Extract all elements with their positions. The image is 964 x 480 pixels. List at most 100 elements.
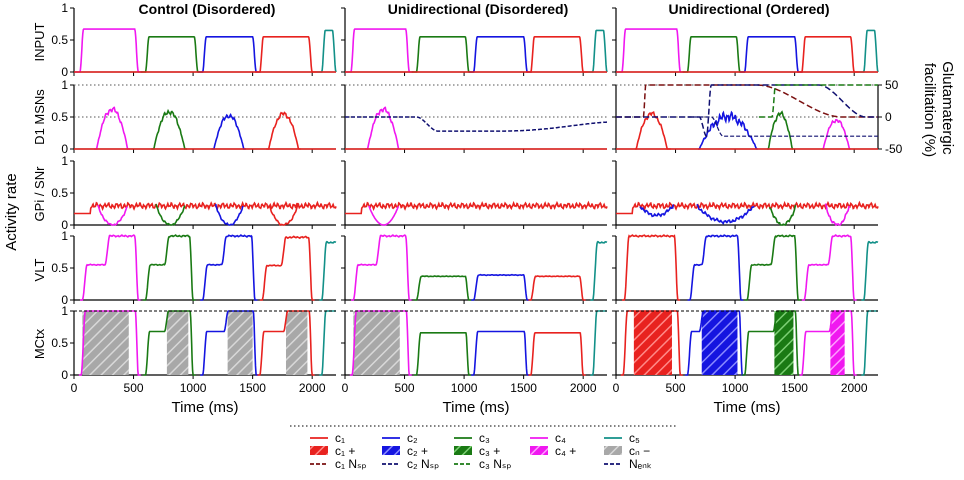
- input-c3-line: [682, 36, 745, 73]
- legend-label: c₄: [555, 431, 566, 445]
- input-c3-line: [140, 36, 203, 73]
- x-tick-label: 1500: [239, 381, 266, 395]
- legend-label: c₂ +: [407, 444, 428, 458]
- legend-label: c₅: [629, 431, 640, 445]
- msn-c2-line: [211, 112, 246, 150]
- x-tick-label: 0: [613, 381, 620, 395]
- x-tick-label: 500: [395, 381, 415, 395]
- enk-dashed-line: [345, 116, 607, 132]
- mctx-hatch-gray: [285, 311, 308, 375]
- y2-axis-label-line1: Glutamatergic: [939, 61, 956, 155]
- legend-swatch-hatch: [530, 446, 548, 455]
- y2-tick-label: 0: [885, 110, 892, 124]
- input-c5-line: [587, 29, 608, 73]
- legend-swatch-hatch: [604, 446, 622, 455]
- x-tick-label: 2000: [299, 381, 326, 395]
- mctx-hatch-c4: [830, 311, 845, 375]
- x-axis-label: Time (ms): [172, 399, 239, 416]
- x-tick-label: 1000: [180, 381, 207, 395]
- legend-label: c₄ +: [555, 444, 576, 458]
- input-c5-line: [858, 29, 879, 73]
- y-tick-label: 0.5: [51, 336, 68, 350]
- enk-dashed-line: [687, 116, 878, 137]
- vlt-c2-line: [200, 234, 258, 301]
- legend-label: c₃: [479, 431, 490, 445]
- input-c4-line: [75, 28, 143, 73]
- vlt-c1-line: [528, 275, 586, 301]
- vlt-c2-line: [687, 234, 744, 301]
- legend-swatch-hatch: [382, 446, 400, 455]
- y2-tick-label: 50: [885, 78, 899, 92]
- y-tick-label: 0.5: [51, 110, 68, 124]
- gpi-c1-line: [345, 200, 608, 215]
- msn-c4-line: [365, 106, 401, 150]
- mctx-c5-line: [319, 310, 336, 376]
- mctx-hatch-gray: [353, 311, 400, 375]
- row-label-vlt: VLT: [32, 259, 47, 282]
- x-axis-label: Time (ms): [714, 399, 781, 416]
- column-title-uni-disordered: Unidirectional (Disordered): [388, 1, 568, 17]
- y-tick-label: 1: [61, 1, 68, 15]
- x-tick-label: 2000: [841, 381, 868, 395]
- vlt-c1-line: [259, 235, 315, 301]
- column-title-control: Control (Disordered): [139, 1, 276, 17]
- gpi-c2-dip-line: [639, 204, 674, 218]
- y-tick-label: 0.5: [51, 33, 68, 47]
- legend-label: c₂ Nₛₚ: [407, 457, 439, 471]
- gpi-c1-line: [74, 200, 337, 215]
- x-tick-label: 500: [124, 381, 144, 395]
- legend-label: cₙ −: [629, 444, 650, 458]
- input-c2-line: [739, 36, 803, 73]
- mctx-c2-line: [685, 310, 745, 376]
- y-tick-label: 0.5: [51, 261, 68, 275]
- vlt-c4-line: [351, 234, 412, 301]
- mctx-c5-line: [861, 310, 878, 376]
- x-tick-label: 1000: [722, 381, 749, 395]
- mctx-c1-line: [528, 332, 586, 376]
- msn-c1-line: [266, 111, 301, 150]
- vlt-c3-line: [143, 234, 196, 301]
- vlt-c1-line: [622, 234, 681, 301]
- legend-label: c₃ +: [479, 444, 500, 458]
- x-tick-label: 1000: [451, 381, 478, 395]
- row-label-gpi-snr: GPi / SNr: [32, 166, 47, 222]
- row-label-input: INPUT: [32, 22, 47, 61]
- gpi-c4-dip-line: [97, 204, 128, 226]
- nsp-c1-dashed-line: [616, 84, 878, 118]
- panel-bg: [345, 161, 607, 225]
- vlt-c4-line: [80, 234, 141, 301]
- mctx-hatch-gray: [166, 311, 189, 375]
- y-tick-label: 1: [61, 154, 68, 168]
- x-tick-label: 500: [666, 381, 686, 395]
- y-tick-label: 0: [61, 218, 68, 232]
- y-axis-figure-label: Activity rate: [3, 173, 20, 251]
- vlt-c5-line: [590, 240, 608, 301]
- mctx-hatch-c2: [701, 311, 738, 375]
- vlt-c4-line: [801, 234, 857, 301]
- legend-label: c₃ Nₛₚ: [479, 457, 512, 471]
- mctx-c3-line: [742, 310, 801, 376]
- nsp-c2-dashed-line: [616, 84, 878, 138]
- gpi-c2-dip-line: [214, 203, 244, 226]
- input-c1-line: [526, 36, 588, 73]
- y-tick-label: 1: [61, 78, 68, 92]
- panel-bg: [74, 161, 336, 225]
- input-c4-line: [617, 28, 685, 73]
- legend-label: c₁ +: [335, 444, 355, 458]
- mctx-c5-line: [590, 310, 607, 376]
- x-tick-label: 1500: [510, 381, 537, 395]
- gpi-c1-dip-line: [268, 203, 299, 227]
- mctx-c4-line: [799, 310, 857, 376]
- y-tick-label: 1: [61, 304, 68, 318]
- legend-label: c₁: [335, 431, 345, 445]
- y-tick-label: 0: [61, 368, 68, 382]
- mctx-c3-line: [414, 332, 472, 376]
- gpi-c3-dip-line: [768, 204, 797, 227]
- legend-label: Nₑₙₖ: [629, 457, 652, 471]
- x-axis-label: Time (ms): [443, 399, 510, 416]
- vlt-c5-line: [861, 240, 879, 301]
- msn-c3-line: [767, 110, 794, 150]
- column-title-uni-ordered: Unidirectional (Ordered): [668, 1, 829, 17]
